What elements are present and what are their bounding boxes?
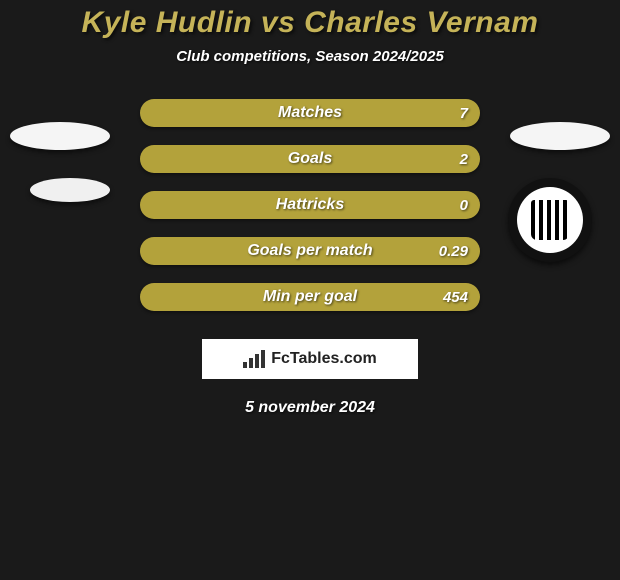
bars-icon (243, 350, 265, 368)
stat-value: 7 (460, 105, 468, 122)
stat-label: Hattricks (140, 196, 480, 214)
page-title: Kyle Hudlin vs Charles Vernam (0, 6, 620, 40)
stat-value: 0.29 (439, 243, 468, 260)
stat-bar-goals-per-match: Goals per match 0.29 (140, 237, 480, 265)
stat-bar-matches: Matches 7 (140, 99, 480, 127)
subtitle: Club competitions, Season 2024/2025 (0, 48, 620, 65)
content-wrap: Kyle Hudlin vs Charles Vernam Club compe… (0, 0, 620, 417)
logo-box: FcTables.com (202, 339, 418, 379)
logo-text: FcTables.com (271, 350, 377, 368)
stat-bar-hattricks: Hattricks 0 (140, 191, 480, 219)
stat-value: 2 (460, 151, 468, 168)
stat-row: Matches 7 (0, 99, 620, 145)
stat-label: Goals per match (140, 242, 480, 260)
stat-row: Goals per match 0.29 (0, 237, 620, 283)
stat-bar-min-per-goal: Min per goal 454 (140, 283, 480, 311)
stat-bar-goals: Goals 2 (140, 145, 480, 173)
stat-row: Goals 2 (0, 145, 620, 191)
stat-label: Goals (140, 150, 480, 168)
stat-label: Matches (140, 104, 480, 122)
stat-value: 454 (443, 289, 468, 306)
stat-row: Hattricks 0 (0, 191, 620, 237)
stat-label: Min per goal (140, 288, 480, 306)
stat-row: Min per goal 454 (0, 283, 620, 329)
date-text: 5 november 2024 (0, 399, 620, 417)
stat-value: 0 (460, 197, 468, 214)
